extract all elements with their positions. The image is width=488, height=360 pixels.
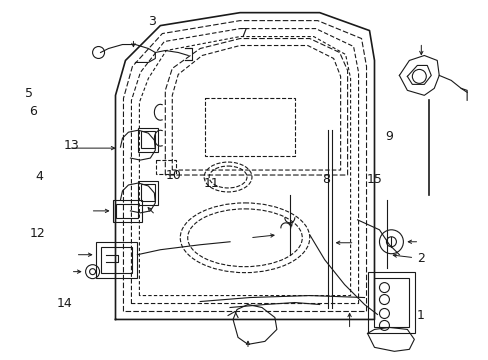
Text: 6: 6 xyxy=(29,105,37,118)
Bar xyxy=(141,184,155,201)
Text: 10: 10 xyxy=(165,169,182,182)
Bar xyxy=(373,278,408,328)
Text: 5: 5 xyxy=(25,87,33,100)
Bar xyxy=(101,247,132,273)
Text: 3: 3 xyxy=(148,15,156,28)
Text: 2: 2 xyxy=(416,252,424,265)
Bar xyxy=(112,200,142,222)
Bar xyxy=(116,204,138,218)
Text: 1: 1 xyxy=(416,309,424,322)
Text: 9: 9 xyxy=(385,130,393,143)
Text: 15: 15 xyxy=(366,173,382,186)
Bar xyxy=(141,131,155,148)
Text: 12: 12 xyxy=(30,226,45,239)
Text: 14: 14 xyxy=(56,297,72,310)
Text: 8: 8 xyxy=(322,173,330,186)
Bar xyxy=(156,160,176,174)
Bar xyxy=(205,98,294,156)
Text: 4: 4 xyxy=(35,170,43,183)
Text: 7: 7 xyxy=(239,27,247,40)
Text: 11: 11 xyxy=(203,177,219,190)
Bar xyxy=(95,242,137,278)
Bar xyxy=(367,272,414,333)
Bar xyxy=(138,181,158,205)
Bar xyxy=(138,128,158,152)
Text: 13: 13 xyxy=(63,139,79,152)
